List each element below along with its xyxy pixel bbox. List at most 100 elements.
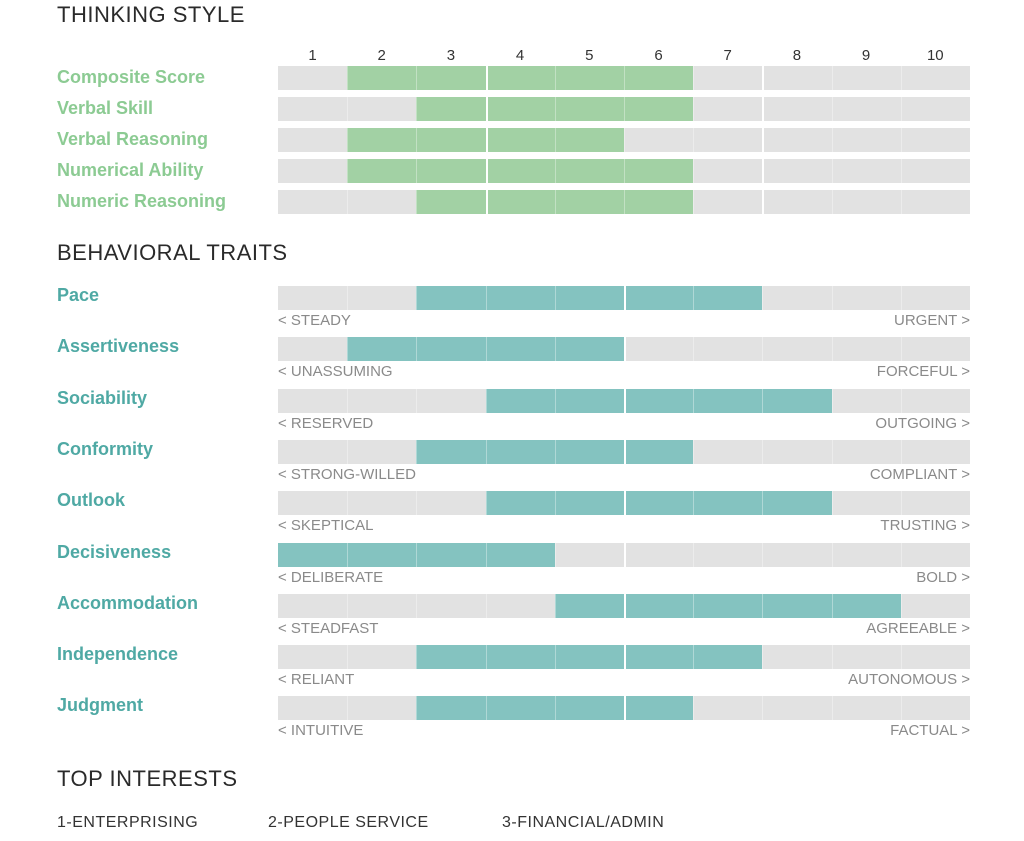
bar-divider — [416, 439, 418, 464]
bar-divider — [624, 645, 626, 670]
trait-label: Conformity — [57, 438, 153, 459]
bar-divider — [554, 190, 556, 214]
bar-divider — [554, 388, 556, 413]
trait-right-label: COMPLIANT > — [869, 465, 970, 483]
bar-divider — [762, 491, 764, 516]
score-bar-track — [278, 190, 970, 214]
bar-divider — [762, 159, 765, 183]
bar-divider — [347, 128, 349, 152]
bar-divider — [485, 593, 487, 618]
trait-label: Sociability — [57, 387, 148, 408]
bar-divider — [624, 491, 626, 516]
bar-divider — [416, 388, 418, 413]
trait-label: Judgment — [57, 695, 144, 716]
bar-divider — [693, 439, 695, 464]
bar-divider — [900, 286, 902, 310]
trait-label: Assertiveness — [57, 336, 180, 357]
bar-divider — [485, 97, 488, 121]
bar-divider — [416, 159, 418, 183]
score-bar-track — [278, 439, 970, 464]
bar-divider — [693, 542, 695, 567]
bar-divider — [831, 66, 833, 90]
bar-divider — [554, 286, 556, 310]
bar-divider — [762, 439, 764, 464]
bar-divider — [762, 388, 764, 413]
score-bar-track — [278, 593, 970, 618]
bar-divider — [347, 388, 349, 413]
bar-divider — [347, 159, 349, 183]
bar-divider — [762, 696, 764, 721]
scale-number: 2 — [377, 47, 386, 64]
bar-divider — [900, 97, 902, 121]
bar-divider — [831, 696, 833, 721]
bar-divider — [347, 337, 349, 362]
bar-divider — [693, 66, 695, 90]
score-bar-track — [278, 159, 970, 183]
bar-divider — [416, 66, 418, 90]
top-interests-heading: TOP INTERESTS — [57, 766, 238, 791]
score-bar-track — [278, 388, 970, 413]
scale-number: 8 — [792, 47, 802, 64]
interest-item: 3-FINANCIAL/ADMIN — [502, 814, 665, 831]
score-bar-fill — [485, 491, 832, 516]
bar-divider — [831, 645, 833, 670]
bar-divider — [693, 645, 695, 670]
bar-divider — [900, 337, 902, 362]
trait-scale-ends: < INTUITIVE FACTUAL > — [278, 722, 970, 739]
bar-divider — [416, 542, 418, 567]
bar-divider — [347, 439, 349, 464]
scale-number: 10 — [926, 47, 944, 64]
bar-divider — [762, 593, 764, 618]
trait-left-label: < STRONG-WILLED — [278, 465, 416, 483]
trait-scale-ends: < SKEPTICAL TRUSTING > — [278, 517, 970, 534]
score-bar-fill — [416, 97, 694, 121]
behavioral-traits-heading: BEHAVIORAL TRAITS — [57, 240, 288, 265]
score-bar-fill — [347, 159, 694, 183]
bar-divider — [831, 286, 833, 310]
score-bar-fill — [554, 593, 901, 618]
trait-right-label: AGREEABLE > — [866, 619, 970, 637]
bar-divider — [554, 645, 556, 670]
bar-divider — [831, 97, 833, 121]
bar-divider — [416, 128, 418, 152]
bar-divider — [900, 696, 902, 721]
bar-divider — [624, 190, 625, 214]
trait-scale-ends: < DELIBERATE BOLD > — [278, 569, 970, 586]
score-bar-fill — [485, 388, 832, 413]
scale-number: 7 — [723, 47, 732, 64]
interest-item: 1-ENTERPRISING — [57, 814, 199, 831]
bar-divider — [485, 286, 487, 310]
score-bar-fill — [347, 337, 624, 362]
bar-divider — [693, 159, 695, 183]
score-bar-fill — [347, 66, 694, 90]
bar-divider — [831, 388, 833, 413]
trait-label: Pace — [57, 285, 100, 305]
bar-divider — [416, 491, 418, 516]
scale-number: 5 — [585, 47, 594, 64]
trait-right-label: URGENT > — [894, 312, 970, 329]
bar-divider — [485, 190, 488, 214]
bar-divider — [900, 128, 902, 152]
score-bar-track — [278, 491, 970, 516]
score-bar-track — [278, 337, 970, 362]
scale-number: 3 — [446, 47, 456, 64]
trait-label: Outlook — [57, 490, 125, 511]
trait-scale-ends: < STRONG-WILLED COMPLIANT > — [278, 466, 970, 483]
bar-divider — [554, 337, 556, 362]
bar-divider — [762, 286, 764, 310]
bar-divider — [416, 286, 418, 310]
trait-scale-ends: < UNASSUMING FORCEFUL > — [278, 363, 970, 380]
bar-divider — [693, 190, 695, 214]
trait-label: Accommodation — [57, 592, 199, 613]
trait-left-label: < RESERVED — [278, 414, 374, 432]
bar-divider — [624, 439, 626, 464]
score-bar-fill — [416, 286, 763, 310]
bar-divider — [347, 66, 349, 90]
trait-left-label: < INTUITIVE — [278, 722, 364, 740]
score-bar-track — [278, 286, 970, 310]
bar-divider — [831, 159, 833, 183]
bar-divider — [485, 66, 488, 90]
bar-divider — [624, 696, 626, 721]
bar-divider — [485, 542, 487, 567]
bar-divider — [347, 645, 349, 670]
